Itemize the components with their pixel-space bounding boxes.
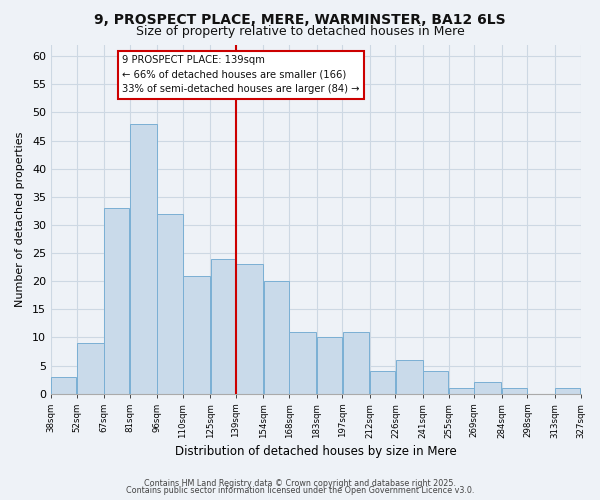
Bar [317,338,342,394]
Bar [343,332,370,394]
Bar [502,388,527,394]
Y-axis label: Number of detached properties: Number of detached properties [15,132,25,307]
Text: 9 PROSPECT PLACE: 139sqm
← 66% of detached houses are smaller (166)
33% of semi-: 9 PROSPECT PLACE: 139sqm ← 66% of detach… [122,56,360,94]
Bar [104,208,130,394]
Bar [130,124,157,394]
Bar [77,343,104,394]
X-axis label: Distribution of detached houses by size in Mere: Distribution of detached houses by size … [175,444,457,458]
Bar [51,377,76,394]
Text: Size of property relative to detached houses in Mere: Size of property relative to detached ho… [136,25,464,38]
Text: Contains public sector information licensed under the Open Government Licence v3: Contains public sector information licen… [126,486,474,495]
Bar [211,258,236,394]
Text: 9, PROSPECT PLACE, MERE, WARMINSTER, BA12 6LS: 9, PROSPECT PLACE, MERE, WARMINSTER, BA1… [94,12,506,26]
Bar [370,371,395,394]
Bar [289,332,316,394]
Bar [264,281,289,394]
Bar [475,382,502,394]
Bar [236,264,263,394]
Bar [157,214,182,394]
Bar [423,371,448,394]
Bar [449,388,474,394]
Bar [183,276,210,394]
Bar [555,388,580,394]
Text: Contains HM Land Registry data © Crown copyright and database right 2025.: Contains HM Land Registry data © Crown c… [144,478,456,488]
Bar [396,360,422,394]
